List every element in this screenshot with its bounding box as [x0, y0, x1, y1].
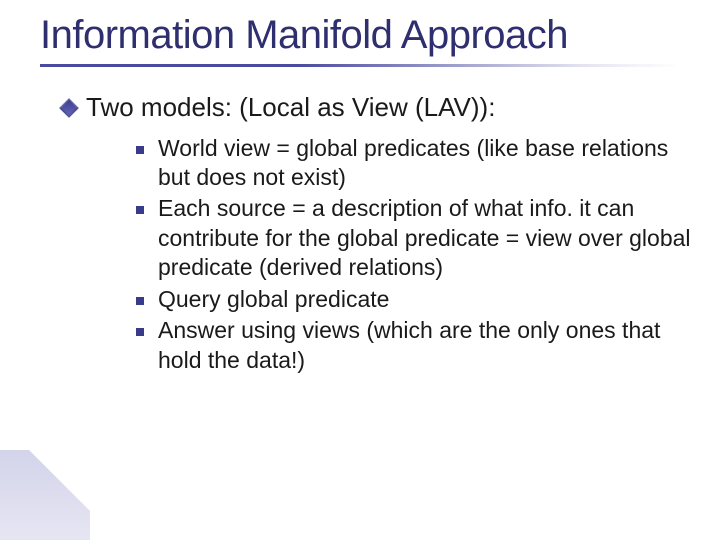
- bullet-level2-list: World view = global predicates (like bas…: [136, 134, 692, 376]
- square-bullet-icon: [136, 328, 144, 336]
- list-item: World view = global predicates (like bas…: [136, 134, 692, 193]
- square-bullet-icon: [136, 146, 144, 154]
- bullet-level1: Two models: (Local as View (LAV)):: [62, 91, 692, 124]
- level2-text: Each source = a description of what info…: [158, 194, 692, 282]
- diamond-bullet-icon: [62, 101, 76, 115]
- level2-text: Query global predicate: [158, 285, 389, 314]
- level2-text: Answer using views (which are the only o…: [158, 316, 692, 375]
- level1-text: Two models: (Local as View (LAV)):: [86, 91, 495, 124]
- square-bullet-icon: [136, 206, 144, 214]
- list-item: Query global predicate: [136, 285, 692, 314]
- square-bullet-icon: [136, 297, 144, 305]
- slide-title: Information Manifold Approach: [40, 12, 692, 58]
- level2-text: World view = global predicates (like bas…: [158, 134, 692, 193]
- list-item: Each source = a description of what info…: [136, 194, 692, 282]
- slide: Information Manifold Approach Two models…: [0, 0, 720, 540]
- corner-accent: [0, 450, 90, 540]
- list-item: Answer using views (which are the only o…: [136, 316, 692, 375]
- title-underline: [40, 64, 680, 67]
